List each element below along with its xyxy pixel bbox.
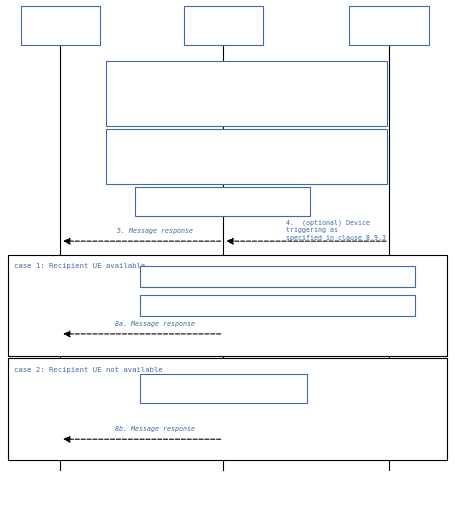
Text: MSGin5G Client/
Application
Server: MSGin5G Client/ Application Server — [25, 9, 95, 41]
Text: 6b. Maximum deferred time
expired (registered): 6b. Maximum deferred time expired (regis… — [170, 381, 276, 396]
Bar — [139, 374, 307, 403]
Bar — [106, 129, 386, 184]
Bar — [139, 266, 414, 287]
Bar — [183, 6, 263, 45]
Text: 8a. Message response: 8a. Message response — [115, 321, 195, 327]
Text: case 2: Recipient UE not available: case 2: Recipient UE not available — [14, 367, 162, 373]
Text: 3. checks whether deferred
message service is enabled: 3. checks whether deferred message servi… — [167, 194, 277, 208]
Bar — [349, 6, 428, 45]
Bar — [106, 61, 386, 126]
Text: 1. MSGin5G Server tries To deliver the
MSGin5G message to the UE with the
reques: 1. MSGin5G Server tries To deliver the M… — [110, 75, 279, 113]
Text: 5. Message response: 5. Message response — [117, 228, 193, 234]
Bar — [8, 358, 446, 460]
Text: 2. checks whether Store and Forward Applies
to this message, if applies, the MSG: 2. checks whether Store and Forward Appl… — [110, 142, 292, 171]
Bar — [20, 6, 100, 45]
Text: 6a. Recipient UE becomes available: 6a. Recipient UE becomes available — [205, 274, 349, 280]
Bar — [135, 187, 309, 215]
Bar — [8, 255, 446, 356]
Text: 4.  (optional) Device
triggering as
specified in clause 8.9.3: 4. (optional) Device triggering as speci… — [285, 219, 385, 241]
Text: 8b. Message response: 8b. Message response — [115, 427, 195, 432]
Text: 7. MSGin5G message termination procedure: 7. MSGin5G message termination procedure — [192, 302, 362, 308]
Text: Recipient UE: Recipient UE — [360, 20, 416, 29]
Bar — [139, 295, 414, 315]
Text: MSGin5G  Server: MSGin5G Server — [188, 20, 258, 29]
Text: case 1: Recipient UE available: case 1: Recipient UE available — [14, 263, 145, 269]
